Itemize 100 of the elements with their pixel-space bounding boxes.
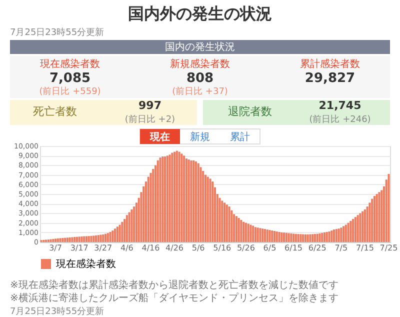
bar — [273, 230, 276, 242]
bar — [128, 212, 130, 242]
bar — [342, 226, 345, 242]
text: 新規感染者数 — [170, 58, 230, 70]
bar — [388, 174, 390, 242]
bar — [371, 198, 374, 242]
bar — [171, 152, 174, 242]
x-tick-label: 3/17 — [70, 244, 88, 252]
bar — [238, 218, 240, 242]
legend-label: 現在感染者数 — [56, 258, 116, 270]
bar — [150, 172, 152, 242]
bar — [94, 235, 98, 242]
bar — [247, 224, 250, 242]
bar — [109, 232, 112, 242]
bar — [280, 232, 283, 242]
bar — [190, 160, 192, 242]
bar — [197, 163, 200, 242]
bar — [124, 218, 126, 242]
bar — [304, 234, 306, 242]
bar — [97, 235, 100, 242]
text: 21,745 — [318, 99, 362, 112]
bar — [276, 231, 278, 242]
text: 808 — [186, 71, 214, 86]
x-tick-label: 7/5 — [334, 244, 348, 252]
bar — [252, 226, 254, 242]
text: 現在 — [149, 131, 170, 143]
chart-title: 国内外の発生の状況 — [128, 4, 272, 23]
bar — [300, 234, 302, 242]
bar — [88, 236, 90, 242]
bar — [74, 237, 76, 242]
bar — [302, 234, 304, 242]
bar — [230, 210, 233, 242]
x-tick-label: 4/16 — [142, 244, 160, 252]
bar — [226, 204, 228, 242]
bar — [80, 236, 83, 242]
text: (前日比 +246) — [309, 114, 371, 125]
bar — [188, 159, 190, 242]
bar — [297, 234, 300, 242]
bar — [356, 215, 359, 242]
bar — [78, 236, 80, 242]
bar — [92, 236, 95, 242]
bar — [66, 238, 68, 242]
bar — [288, 233, 290, 242]
bar — [262, 228, 264, 242]
bar — [202, 170, 204, 242]
bar — [283, 232, 286, 242]
x-tick-label: 5/26 — [236, 244, 255, 252]
bar — [50, 239, 52, 242]
bar — [306, 234, 309, 242]
bar — [133, 206, 136, 242]
text: (前日比 +37) — [172, 86, 228, 97]
bar — [218, 198, 221, 242]
bar — [259, 228, 262, 242]
bar — [340, 228, 342, 242]
bar — [168, 154, 171, 242]
bar — [100, 234, 102, 242]
text: 累計感染者数 — [300, 58, 360, 70]
text: 累計 — [230, 131, 250, 143]
text: 国内の発生状況 — [165, 41, 235, 53]
bar — [114, 228, 116, 242]
bar — [364, 209, 366, 242]
bar — [344, 224, 347, 242]
bar — [268, 230, 271, 242]
x-tick-label: 4/26 — [166, 244, 184, 252]
bar — [209, 178, 212, 242]
bar — [242, 222, 245, 242]
bar — [309, 234, 312, 242]
bar — [62, 238, 64, 242]
bar — [118, 224, 121, 242]
bar — [104, 234, 107, 242]
bar — [233, 214, 236, 242]
bar — [90, 236, 92, 242]
bar — [359, 213, 362, 242]
x-tick-label: 7/25 — [380, 244, 398, 252]
bar — [250, 224, 252, 242]
bar — [380, 190, 383, 242]
text: 7,085 — [49, 71, 91, 86]
x-tick-label: 5/6 — [192, 244, 205, 252]
bar — [85, 236, 88, 242]
bar — [176, 150, 178, 242]
bar — [56, 238, 59, 242]
bar — [204, 174, 206, 242]
bar — [290, 233, 292, 242]
bar — [166, 156, 168, 242]
bar — [266, 230, 268, 242]
bar — [314, 234, 316, 242]
bar — [221, 200, 224, 242]
bar — [294, 234, 297, 242]
bar — [332, 230, 336, 242]
bar — [156, 160, 159, 242]
text: 死亡者数 — [33, 105, 77, 118]
bar — [71, 237, 74, 242]
bar — [164, 156, 166, 242]
text: 退院者数 — [228, 105, 272, 118]
text: 新規 — [190, 131, 210, 143]
bar — [228, 206, 230, 242]
bar — [278, 232, 280, 242]
bar — [378, 192, 380, 242]
bar — [373, 196, 376, 242]
bar — [83, 236, 86, 242]
